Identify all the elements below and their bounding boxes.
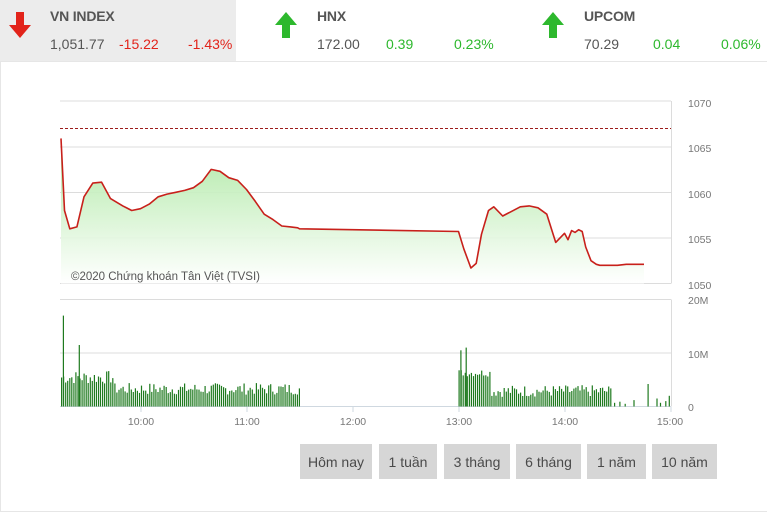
y-tick: 10M bbox=[688, 349, 708, 361]
price-y-axis: 1070 1065 1060 1055 1050 bbox=[688, 98, 712, 292]
time-x-axis: 10:00 11:00 12:00 13:00 14:00 15:00 bbox=[128, 407, 683, 428]
ticker-value: 70.29 bbox=[584, 36, 620, 52]
y-tick: 20M bbox=[688, 295, 708, 307]
ticker-percent: -1.43% bbox=[188, 36, 233, 52]
range-button-today[interactable]: Hôm nay bbox=[300, 444, 372, 479]
ticker-hnx[interactable]: HNX 172.00 0.39 0.23% bbox=[236, 0, 502, 61]
ticker-percent: 0.06% bbox=[721, 36, 761, 52]
range-button-10-years[interactable]: 10 năm bbox=[652, 444, 717, 479]
y-tick: 1065 bbox=[688, 143, 712, 155]
volume-bars bbox=[61, 315, 670, 407]
arrow-up-icon bbox=[542, 12, 564, 38]
y-tick: 0 bbox=[688, 402, 694, 414]
ticker-vn-index[interactable]: VN INDEX 1,051.77 -15.22 -1.43% bbox=[0, 0, 236, 61]
volume-y-axis: 20M 10M 0 bbox=[688, 295, 708, 414]
range-button-3-months[interactable]: 3 tháng bbox=[444, 444, 510, 479]
range-button-1-week[interactable]: 1 tuần bbox=[379, 444, 437, 479]
y-tick: 1055 bbox=[688, 234, 712, 246]
y-tick: 1050 bbox=[688, 280, 712, 292]
range-button-6-months[interactable]: 6 tháng bbox=[516, 444, 581, 479]
x-tick: 11:00 bbox=[234, 416, 260, 428]
ticker-percent: 0.23% bbox=[454, 36, 494, 52]
ticker-change: -15.22 bbox=[119, 36, 159, 52]
x-tick: 14:00 bbox=[552, 416, 578, 428]
arrow-down-icon bbox=[9, 12, 31, 38]
ticker-name: HNX bbox=[317, 8, 346, 24]
ticker-change: 0.04 bbox=[653, 36, 681, 52]
ticker-upcom[interactable]: UPCOM 70.29 0.04 0.06% bbox=[502, 0, 767, 61]
range-button-1-year[interactable]: 1 năm bbox=[587, 444, 646, 479]
x-tick: 12:00 bbox=[340, 416, 366, 428]
x-tick: 15:00 bbox=[657, 416, 683, 428]
arrow-up-icon bbox=[275, 12, 297, 38]
volume-chart bbox=[60, 299, 672, 407]
ticker-value: 1,051.77 bbox=[50, 36, 105, 52]
price-area-fill bbox=[61, 138, 644, 284]
price-line bbox=[60, 138, 644, 269]
ticker-name: UPCOM bbox=[584, 8, 636, 24]
ticker-change: 0.39 bbox=[386, 36, 414, 52]
y-tick: 1060 bbox=[688, 189, 712, 201]
watermark: ©2020 Chứng khoán Tân Việt (TVSI) bbox=[71, 271, 260, 283]
index-ticker-bar: VN INDEX 1,051.77 -15.22 -1.43% HNX 172.… bbox=[0, 0, 767, 61]
ticker-value: 172.00 bbox=[317, 36, 360, 52]
ticker-name: VN INDEX bbox=[50, 8, 115, 24]
x-tick: 10:00 bbox=[128, 416, 154, 428]
x-tick: 13:00 bbox=[446, 416, 472, 428]
price-chart: ©2020 Chứng khoán Tân Việt (TVSI) bbox=[60, 100, 672, 284]
y-tick: 1070 bbox=[688, 98, 712, 110]
